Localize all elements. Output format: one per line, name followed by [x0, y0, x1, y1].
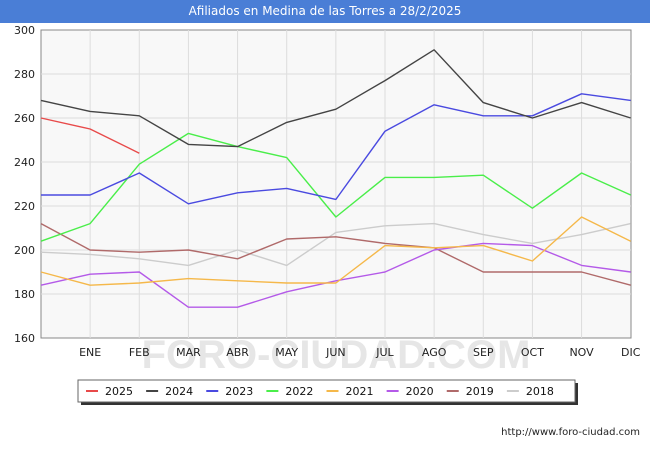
legend-label-2018: 2018 — [526, 385, 554, 398]
x-tick-label: OCT — [521, 346, 544, 359]
legend: 2025 2024 2023 2022 2021 2020 2019 2018 — [77, 379, 578, 405]
legend-label-2023: 2023 — [225, 385, 253, 398]
series-line-2022 — [40, 132, 631, 242]
y-tick-label: 160 — [14, 332, 35, 345]
x-tick-label: JUL — [375, 346, 394, 359]
x-tick-label: MAY — [275, 346, 298, 359]
x-tick-label: SEP — [473, 346, 494, 359]
watermark: FORO-CIUDAD.COM — [142, 333, 531, 377]
legend-label-2019: 2019 — [466, 385, 494, 398]
y-tick-label: 220 — [14, 200, 35, 213]
y-tick-label: 280 — [14, 68, 35, 81]
y-tick-label: 260 — [14, 112, 35, 125]
series-line-2019 — [40, 222, 631, 286]
x-tick-label: ABR — [226, 346, 249, 359]
series-lines — [40, 49, 632, 308]
x-tick-label: AGO — [422, 346, 447, 359]
series-line-2025 — [40, 117, 140, 154]
legend-label-2022: 2022 — [285, 385, 313, 398]
source-url[interactable]: http://www.foro-ciudad.com — [501, 427, 640, 438]
y-tick-label: 200 — [14, 244, 35, 257]
x-tick-label: DIC — [621, 346, 641, 359]
series-line-2021 — [40, 216, 632, 286]
y-tick-label: 240 — [14, 156, 35, 169]
y-tick-label: 180 — [14, 288, 35, 301]
legend-label-2025: 2025 — [105, 385, 133, 398]
series-line-2023 — [41, 93, 631, 205]
x-tick-label: JUN — [325, 346, 346, 359]
x-tick-label: NOV — [569, 346, 594, 359]
axis-ticks: 160 180 200 220 240 260 280 300 ENE FEB MAR ABR MAY J… — [14, 24, 641, 359]
series-line-2020 — [40, 242, 631, 308]
legend-label-2021: 2021 — [346, 385, 374, 398]
y-tick-label: 300 — [14, 24, 35, 37]
series-line-2024 — [40, 49, 631, 148]
legend-label-2024: 2024 — [165, 385, 193, 398]
x-tick-label: FEB — [129, 346, 150, 359]
legend-label-2020: 2020 — [406, 385, 434, 398]
chart-title: Afiliados en Medina de las Torres a 28/2… — [0, 0, 650, 23]
series-line-2018 — [40, 222, 631, 267]
x-tick-label: ENE — [79, 346, 101, 359]
x-tick-label: MAR — [176, 346, 201, 359]
